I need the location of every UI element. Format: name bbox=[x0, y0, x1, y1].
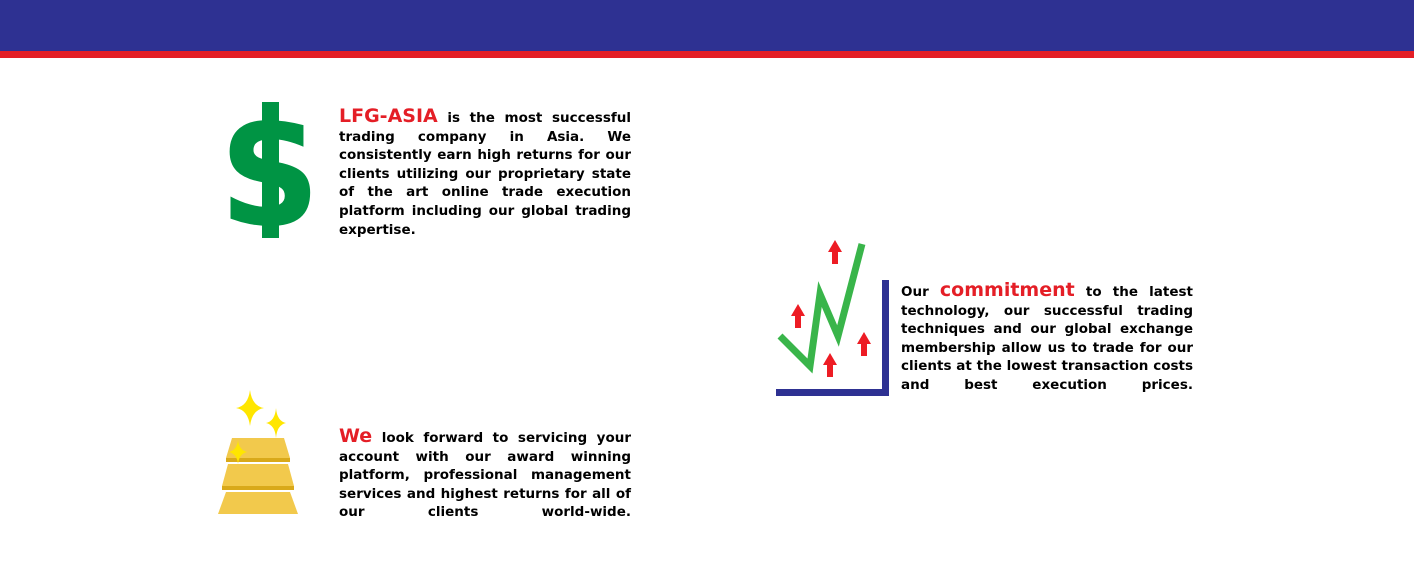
we-highlight: We bbox=[339, 425, 373, 447]
service-text: look forward to servicing your account w… bbox=[339, 430, 631, 521]
service-paragraph: We look forward to servicing your accoun… bbox=[339, 427, 631, 522]
commitment-text: to the latest technology, our successful… bbox=[901, 284, 1193, 393]
header-band bbox=[0, 0, 1414, 51]
header-red-stripe bbox=[0, 51, 1414, 58]
commitment-highlight: commitment bbox=[939, 279, 1075, 301]
brand-highlight: LFG-ASIA bbox=[339, 105, 438, 127]
svg-text:S: S bbox=[222, 100, 320, 240]
intro-paragraph: LFG-ASIA is the most successful trading … bbox=[339, 107, 631, 239]
commitment-prefix: Our bbox=[901, 284, 940, 300]
rising-chart-icon bbox=[776, 240, 889, 396]
dollar-sign-icon: S bbox=[222, 100, 320, 240]
gold-bars-icon bbox=[218, 390, 298, 514]
commitment-paragraph: Our commitment to the latest technology,… bbox=[901, 281, 1193, 395]
intro-text: is the most successful trading company i… bbox=[339, 110, 631, 238]
